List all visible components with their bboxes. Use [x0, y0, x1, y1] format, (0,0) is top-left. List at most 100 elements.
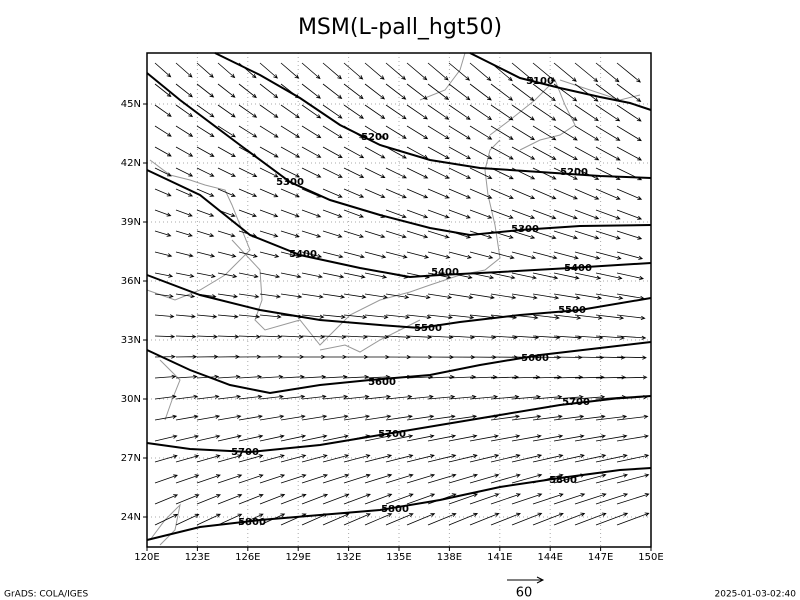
wind-arrow: [364, 62, 385, 80]
wind-arrow: [154, 146, 172, 157]
wind-arrow: [406, 209, 429, 219]
wind-arrow: [595, 272, 623, 280]
wind-arrow: [532, 512, 564, 526]
wind-arrow: [217, 251, 237, 258]
wind-arrow: [301, 272, 323, 279]
contour-label: 5700: [231, 447, 259, 458]
wind-arrow: [238, 314, 261, 319]
wind-arrow: [427, 394, 456, 400]
wind-arrow: [238, 125, 258, 138]
wind-arrow: [385, 434, 414, 442]
wind-arrow: [469, 209, 493, 219]
wind-arrow: [154, 188, 172, 197]
wind-arrow: [406, 473, 436, 484]
wind-arrow: [154, 474, 178, 484]
wind-arrow: [532, 375, 562, 380]
wind-arrow: [364, 272, 388, 279]
wind-arrow: [364, 104, 386, 120]
wind-arrow: [259, 83, 279, 99]
contour-labels: 5100 5200 5200 5300 5300 5400 5400 5400 …: [231, 76, 592, 528]
wind-arrow: [196, 230, 215, 238]
wind-arrow: [364, 83, 386, 100]
wind-arrow: [427, 454, 457, 463]
wind-arrow: [616, 434, 649, 442]
wind-arrow: [595, 473, 628, 484]
wind-arrow: [175, 334, 197, 339]
wind-arrow: [175, 434, 199, 442]
wind-arrow: [280, 167, 301, 178]
wind-arrow: [532, 209, 557, 220]
lon-label: 120E: [134, 552, 159, 563]
wind-arrow: [406, 434, 435, 442]
contours: [146, 52, 652, 541]
wind-arrow: [175, 146, 194, 157]
footer-right: 2025-01-03-02:40: [715, 590, 797, 600]
wind-arrow: [427, 62, 449, 81]
wind-arrow: [154, 434, 178, 442]
wind-arrow: [196, 62, 214, 78]
wind-arrow: [343, 493, 371, 505]
wind-arrow: [616, 473, 650, 484]
lat-label: 39N: [121, 217, 141, 228]
wind-arrow: [511, 493, 543, 505]
wind-arrow: [532, 293, 560, 300]
wind-arrow: [175, 314, 196, 319]
wind-arrow: [322, 394, 349, 400]
wind-arrow: [322, 251, 344, 259]
wind-arrow: [364, 473, 393, 484]
wind-arrow: [280, 334, 304, 339]
wind-arrow: [406, 83, 428, 100]
wind-arrow: [385, 414, 413, 421]
wind-arrow: [406, 414, 435, 421]
wind-arrow: [490, 493, 521, 505]
wind-arrow: [301, 251, 323, 259]
wind-arrow: [574, 434, 606, 442]
wind-arrow: [259, 493, 286, 505]
wind-arrow: [196, 494, 221, 505]
wind-arrow: [175, 454, 200, 463]
wind-arrow: [616, 414, 649, 421]
wind-arrow: [175, 354, 198, 359]
contour-label: 5500: [558, 305, 586, 316]
wind-arrow: [196, 83, 215, 98]
wind-arrow: [175, 474, 200, 484]
wind-arrow: [490, 293, 517, 300]
wind-arrow: [259, 209, 279, 218]
wind-arrow: [238, 334, 261, 339]
wind-arrow: [448, 125, 471, 140]
wind-arrow: [406, 454, 435, 463]
contour-label: 5800: [549, 475, 577, 486]
wind-arrow: [595, 188, 621, 200]
wind-arrow: [280, 394, 306, 400]
wind-arrow: [301, 167, 322, 178]
wind-arrow: [175, 209, 193, 217]
wind-arrow: [343, 167, 365, 178]
wind-arrow: [259, 434, 285, 442]
lon-label: 123E: [185, 552, 210, 563]
wind-arrow: [448, 251, 472, 259]
wind-arrow: [511, 125, 535, 141]
wind-arrow: [595, 293, 624, 300]
contour-label: 5400: [564, 263, 592, 274]
wind-arrow: [343, 209, 364, 218]
wind-arrow: [364, 493, 393, 505]
wind-arrow: [301, 454, 328, 463]
contour-line: [469, 52, 652, 111]
wind-arrow: [154, 104, 172, 117]
contour-label: 5400: [289, 249, 317, 260]
wind-arrow: [217, 62, 236, 79]
wind-arrow: [196, 167, 215, 177]
wind-arrow: [154, 83, 172, 98]
wind-arrow: [301, 62, 321, 80]
wind-arrow: [490, 104, 514, 121]
wind-arrow: [595, 314, 625, 320]
wind-arrow: [553, 512, 586, 526]
wind-arrow: [259, 293, 281, 299]
wind-arrow: [616, 251, 644, 260]
wind-arrow: [595, 125, 621, 141]
wind-arrow: [532, 493, 564, 505]
wind-arrow: [175, 104, 194, 118]
wind-arrow: [427, 167, 450, 179]
lon-label: 126E: [235, 552, 260, 563]
wind-arrow: [259, 230, 279, 238]
